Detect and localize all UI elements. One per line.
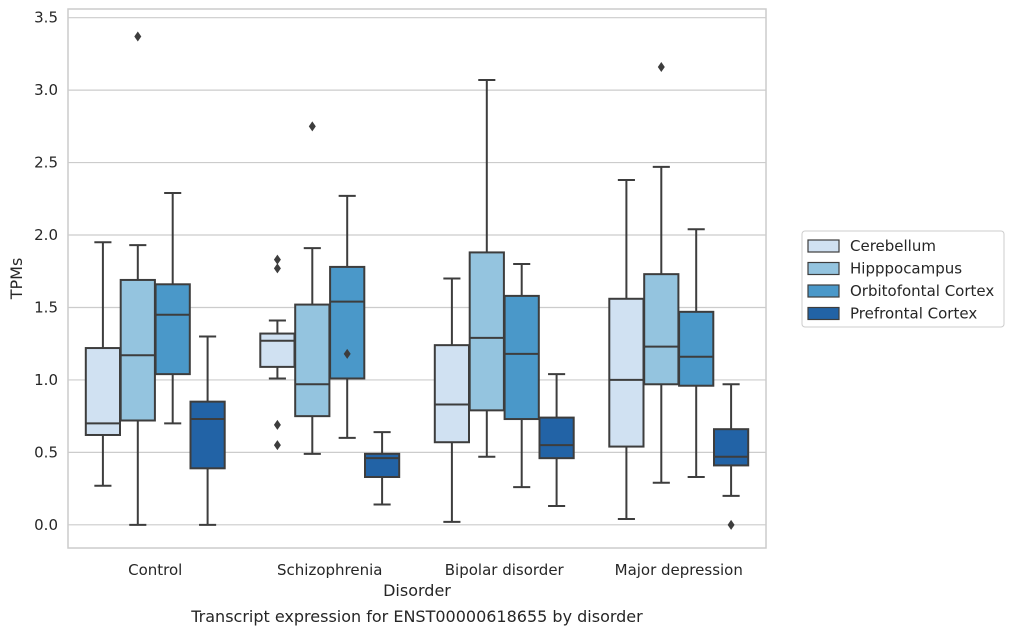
iqr-box [503, 294, 540, 421]
legend-label: Hipppocampus [850, 260, 962, 278]
legend-label: Orbitofontal Cortex [850, 282, 994, 300]
y-tick-label: 0.5 [34, 443, 58, 461]
box-3-2 [678, 228, 715, 479]
y-axis-label: TPMs [7, 258, 26, 301]
box-0-0 [84, 241, 122, 487]
outlier-point [343, 348, 351, 359]
x-tick-labels: Control Schizophrenia Bipolar disorder Majo… [128, 561, 743, 579]
box-0-2 [154, 192, 191, 425]
legend-label: Cerebellum [850, 237, 936, 255]
outlier-point [727, 519, 735, 530]
iqr-box [84, 347, 122, 436]
legend-label: Prefrontal Cortex [850, 305, 977, 323]
outlier-point [273, 419, 281, 430]
outlier-point [273, 254, 281, 265]
x-tick-label: Schizophrenia [277, 561, 382, 579]
iqr-box [712, 428, 750, 467]
box-1-1 [294, 121, 331, 455]
box-2-0 [433, 277, 471, 523]
box-1-2 [329, 194, 366, 439]
box-0-3 [189, 335, 226, 526]
outlier-point [134, 31, 142, 42]
y-tick-label: 2.0 [34, 226, 58, 244]
box-3-0 [608, 178, 645, 521]
iqr-box [433, 344, 471, 444]
plot-frame [67, 8, 767, 549]
iqr-box [294, 303, 331, 418]
x-tick-label: Control [128, 561, 182, 579]
box-1-3 [363, 431, 401, 506]
y-tick-label: 2.5 [34, 154, 58, 172]
outlier-point [273, 440, 281, 451]
legend-swatch [807, 261, 840, 276]
iqr-box [643, 273, 680, 386]
iqr-box [189, 400, 226, 470]
iqr-box [154, 283, 191, 376]
outlier-point [308, 121, 316, 132]
y-tick-labels: 0.0 0.5 1.0 1.5 2.0 2.5 3.0 3.5 [34, 9, 58, 534]
y-tick-label: 1.5 [34, 298, 58, 316]
y-tick-label: 3.5 [34, 9, 58, 27]
legend-frame [801, 230, 1005, 328]
legend: Cerebellum Hipppocampus Orbitofontal Corte… [801, 230, 1005, 328]
iqr-box [608, 297, 645, 448]
iqr-box [329, 265, 366, 380]
box-3-3 [712, 383, 750, 530]
box-1-0 [259, 254, 296, 451]
legend-swatch [807, 284, 840, 298]
legend-swatch [807, 306, 840, 321]
iqr-box [119, 278, 156, 422]
boxes [84, 31, 750, 530]
iqr-box [259, 332, 296, 368]
y-tick-label: 3.0 [34, 81, 58, 99]
iqr-box [468, 251, 505, 412]
box-3-1 [643, 61, 680, 484]
box-0-1 [119, 31, 156, 526]
outlier-point [657, 61, 665, 72]
y-tick-label: 1.0 [34, 371, 58, 389]
box-2-2 [503, 263, 540, 489]
chart-caption: Transcript expression for ENST0000061865… [190, 607, 643, 626]
box-2-1 [468, 78, 505, 458]
iqr-box [538, 416, 575, 460]
x-tick-label: Bipolar disorder [445, 561, 565, 579]
box-2-3 [538, 373, 575, 507]
y-tick-label: 0.0 [34, 516, 58, 534]
x-axis-label: Disorder [383, 581, 451, 600]
x-tick-label: Major depression [615, 561, 743, 579]
legend-swatch [807, 239, 840, 253]
iqr-box [363, 452, 401, 479]
iqr-box [678, 310, 715, 387]
outlier-point [273, 263, 281, 274]
